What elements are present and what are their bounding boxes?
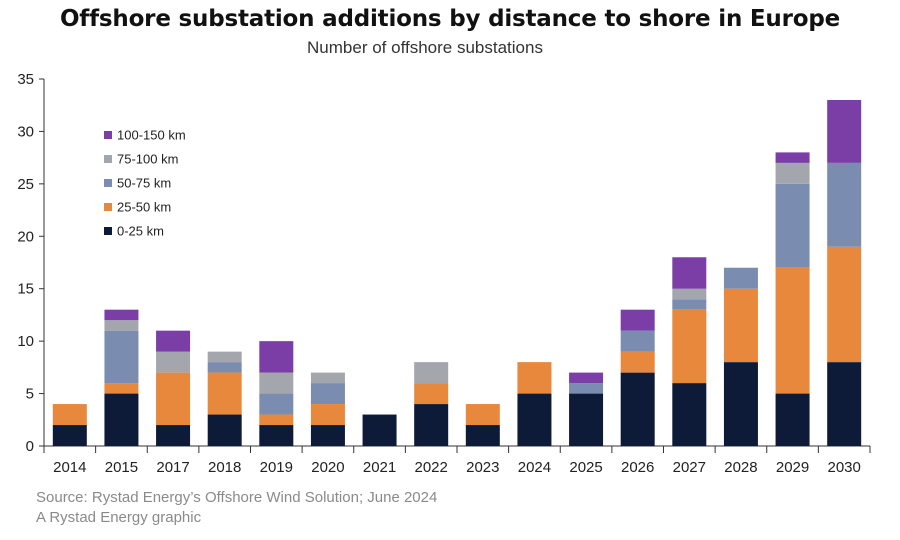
- bar-segment: [52, 425, 87, 446]
- legend-label: 25-50 km: [117, 200, 171, 215]
- bar-segment: [310, 383, 345, 405]
- bar-segment: [156, 351, 191, 373]
- bar-segment: [259, 372, 294, 394]
- bar-segment: [414, 362, 449, 384]
- x-tick-label: 2030: [828, 459, 861, 476]
- x-tick-label: 2028: [724, 459, 757, 476]
- x-tick-label: 2026: [621, 459, 654, 476]
- bar-segment: [672, 383, 707, 446]
- x-tick-label: 2021: [363, 459, 396, 476]
- bar-segment: [465, 404, 500, 426]
- y-tick-label: 10: [17, 333, 34, 350]
- bar-segment: [465, 425, 500, 446]
- bar-segment: [414, 404, 449, 446]
- chart-title: Offshore substation additions by distanc…: [59, 6, 841, 32]
- bar-segment: [104, 393, 139, 446]
- bar-segment: [620, 372, 655, 446]
- y-tick-label: 5: [26, 386, 34, 403]
- y-tick-label: 20: [17, 228, 34, 245]
- bar-segment: [723, 288, 758, 363]
- legend: 100-150 km 75-100 km 50-75 km 25-50 km 0-25 …: [104, 128, 186, 239]
- bar-segment: [156, 372, 191, 426]
- bar-segment: [569, 383, 604, 394]
- bar-segment: [569, 372, 604, 384]
- legend-swatch: [104, 179, 112, 187]
- legend-swatch: [104, 203, 112, 211]
- x-tick-label: 2024: [518, 459, 551, 476]
- bar-segment: [517, 362, 552, 394]
- legend-label: 50-75 km: [117, 176, 171, 191]
- bar-segment: [620, 330, 655, 352]
- bar-segment: [775, 152, 810, 163]
- legend-swatch: [104, 131, 112, 139]
- x-tick-label: 2022: [415, 459, 448, 476]
- bar-segment: [156, 330, 191, 352]
- bar-segment: [775, 162, 810, 184]
- bars: [52, 99, 862, 446]
- bar-segment: [207, 372, 242, 415]
- x-tick-label: 2018: [208, 459, 241, 476]
- bar-segment: [259, 414, 294, 426]
- y-tick-label: 30: [17, 123, 34, 140]
- bar-segment: [259, 341, 294, 373]
- bar-segment: [672, 309, 707, 384]
- legend-swatch: [104, 155, 112, 163]
- legend-label: 0-25 km: [117, 224, 164, 239]
- bar-segment: [517, 393, 552, 446]
- legend-swatch: [104, 227, 112, 235]
- bar-segment: [723, 362, 758, 446]
- bar-segment: [310, 425, 345, 446]
- bar-segment: [620, 309, 655, 331]
- bar-segment: [620, 351, 655, 373]
- x-tick-label: 2019: [260, 459, 293, 476]
- bar-segment: [310, 372, 345, 384]
- y-tick-label: 25: [17, 176, 34, 193]
- legend-label: 100-150 km: [117, 128, 186, 143]
- bar-segment: [775, 183, 810, 268]
- bar-segment: [207, 414, 242, 446]
- bar-segment: [827, 99, 862, 163]
- x-tick-label: 2017: [156, 459, 189, 476]
- bar-segment: [310, 404, 345, 426]
- x-tick-label: 2025: [569, 459, 602, 476]
- bar-segment: [672, 257, 707, 289]
- bar-segment: [775, 267, 810, 394]
- bar-segment: [52, 404, 87, 426]
- bar-segment: [259, 425, 294, 446]
- bar-segment: [827, 362, 862, 446]
- bar-segment: [104, 309, 139, 321]
- bar-segment: [775, 393, 810, 446]
- y-tick-label: 15: [17, 281, 34, 298]
- source-note: Source: Rystad Energy’s Offshore Wind So…: [36, 489, 438, 506]
- bar-segment: [156, 425, 191, 446]
- bar-segment: [104, 320, 139, 331]
- credit-note: A Rystad Energy graphic: [36, 509, 202, 526]
- y-tick-label: 35: [17, 71, 34, 88]
- bar-segment: [569, 393, 604, 446]
- x-tick-label: 2027: [673, 459, 706, 476]
- legend-label: 75-100 km: [117, 152, 178, 167]
- bar-segment: [672, 299, 707, 310]
- bar-segment: [672, 288, 707, 300]
- x-tick-label: 2023: [466, 459, 499, 476]
- x-tick-label: 2015: [105, 459, 138, 476]
- bar-segment: [827, 246, 862, 363]
- bar-segment: [104, 383, 139, 394]
- chart-subtitle: Number of offshore substations: [307, 38, 543, 57]
- x-tick-label: 2029: [776, 459, 809, 476]
- bar-segment: [104, 330, 139, 384]
- bar-segment: [207, 362, 242, 373]
- y-tick-label: 0: [26, 438, 34, 455]
- bar-segment: [827, 162, 862, 247]
- x-tick-label: 2014: [53, 459, 86, 476]
- bar-segment: [259, 393, 294, 415]
- bar-segment: [723, 267, 758, 289]
- x-tick-label: 2020: [311, 459, 344, 476]
- bar-segment: [362, 414, 397, 446]
- bar-segment: [207, 351, 242, 363]
- bar-segment: [414, 383, 449, 405]
